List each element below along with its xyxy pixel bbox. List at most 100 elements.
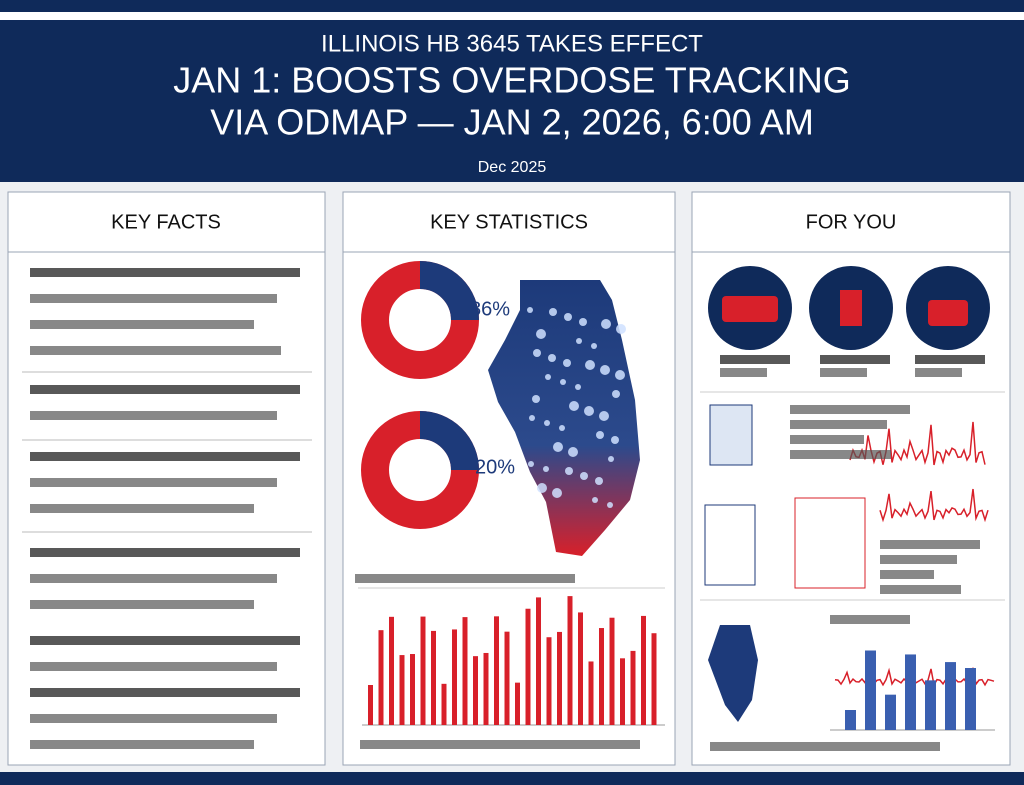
bar [630,650,636,725]
bar [494,616,499,725]
bar [441,683,447,725]
bar [515,682,520,725]
map-dot [584,406,594,416]
map-dot [611,436,619,444]
bar [399,655,405,725]
bar [578,612,583,725]
map-dot [563,359,571,367]
text-line [820,368,867,377]
text-line [880,555,957,564]
bar [620,658,625,725]
map-dot [600,365,610,375]
bar [410,654,415,725]
map-dot [612,390,620,398]
bar [483,652,489,725]
text-line [30,411,277,420]
bar [504,631,510,725]
text-line [30,688,300,697]
icon-glyph [722,296,778,322]
bar [965,668,976,730]
text-line [30,385,300,394]
text-line [30,600,254,609]
bar [368,685,373,725]
sparkline [879,488,989,523]
bar [546,637,552,725]
map-dot [532,395,540,403]
text-line [30,268,300,277]
bar [865,650,876,730]
panel-title: KEY STATISTICS [430,211,588,233]
text-line [355,574,575,583]
map-dot [544,420,550,426]
header-stripe [0,12,1024,20]
map-dot [575,384,581,390]
text-line [30,548,300,557]
map-dot [601,319,611,329]
map-dot [592,497,598,503]
icon-glyph [840,290,862,326]
bar [389,616,394,725]
bar [473,656,478,725]
text-line [790,405,910,414]
text-line [30,740,254,749]
map-dot [528,461,534,467]
text-line [30,478,277,487]
panel-title: FOR YOU [806,211,897,233]
text-line [880,570,934,579]
bar [925,680,936,730]
map-dot [549,308,557,316]
kicker: ILLINOIS HB 3645 TAKES EFFECT [321,30,703,57]
stat-label: 86% [470,298,510,320]
title-line: JAN 1: BOOSTS OVERDOSE TRACKING [173,60,850,101]
text-line [790,435,864,444]
bar [525,608,531,725]
text-line [30,714,277,723]
map-dot [616,324,626,334]
icon-glyph [928,300,968,326]
map-dot [607,502,613,508]
footer-band [0,772,1024,785]
bar [599,628,604,725]
map-dot [560,379,566,385]
map-dot [565,467,573,475]
map-dot [564,313,572,321]
map-dot [596,431,604,439]
bar [609,617,615,725]
text-line [30,452,300,461]
bar [651,633,657,725]
header-band [0,0,1024,182]
map-dot [585,360,595,370]
map-dot [527,307,533,313]
panel-title: KEY FACTS [111,211,221,233]
map-dot [543,466,549,472]
bar [431,630,436,725]
bar [588,661,594,725]
text-line [710,742,940,751]
map-dot [576,338,582,344]
text-line [30,294,277,303]
date: Dec 2025 [478,159,547,176]
map-dot [579,318,587,326]
text-line [30,320,254,329]
map-dot [599,411,609,421]
map-dot [580,472,588,480]
donut-segment [419,261,479,321]
map-dot [533,349,541,357]
bar [567,596,573,725]
illinois-map [708,625,758,722]
bar [945,662,956,730]
text-line [880,585,961,594]
text-line [360,740,640,749]
bar [420,616,426,725]
text-line [790,450,891,459]
bar [905,654,916,730]
bar [845,710,856,730]
map-dot [545,374,551,380]
bar [452,629,457,725]
map-dot [568,447,578,457]
map-dot [537,483,547,493]
bar [885,694,896,730]
donut-segment [419,411,479,471]
bar [641,615,646,725]
title-line: VIA ODMAP — JAN 2, 2026, 6:00 AM [210,102,814,143]
